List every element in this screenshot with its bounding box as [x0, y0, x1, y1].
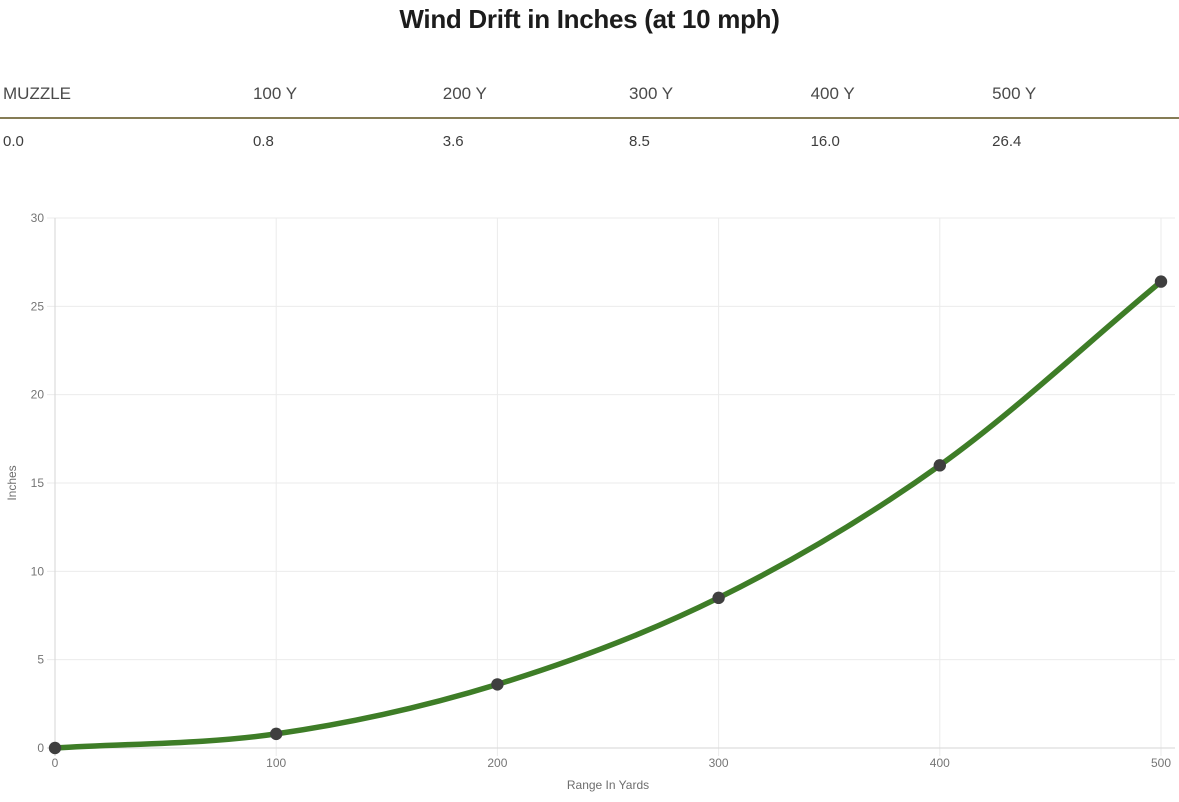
x-tick-label: 200: [487, 756, 507, 770]
table-value-row: 0.0 0.8 3.6 8.5 16.0 26.4: [0, 118, 1179, 150]
y-tick-label: 25: [31, 299, 45, 313]
drift-line-series: [52, 278, 1164, 751]
x-gridlines: [275, 218, 1162, 756]
value-cell-300y: 8.5: [629, 133, 650, 150]
data-point[interactable]: [1154, 275, 1168, 288]
x-tick-label: 300: [709, 756, 729, 770]
x-tick-label: 500: [1151, 756, 1171, 770]
data-point[interactable]: [48, 741, 62, 755]
data-points: [48, 275, 1168, 755]
axis-lines: [47, 218, 1175, 756]
y-tick-labels: 0 5 10 15 20 25 30: [31, 211, 45, 755]
y-tick-label: 30: [31, 211, 45, 225]
header-cell-400y: 400 Y: [807, 84, 990, 119]
value-cell-400y: 16.0: [810, 133, 840, 150]
x-tick-label: 100: [266, 756, 286, 770]
header-cell-muzzle: MUZZLE: [0, 84, 250, 119]
x-tick-labels: 0 100 200 300 400 500: [52, 756, 1172, 770]
header-cell-200y: 200 Y: [439, 84, 627, 119]
y-tick-label: 20: [31, 388, 45, 402]
y-tick-label: 10: [31, 564, 45, 578]
value-cell-500y: 26.4: [992, 133, 1022, 150]
x-tick-label: 0: [52, 756, 59, 770]
table-header-row: MUZZLE 100 Y 200 Y 300 Y 400 Y 500 Y: [0, 84, 1179, 119]
header-cell-100y: 100 Y: [249, 84, 440, 119]
header-cell-500y: 500 Y: [989, 84, 1179, 119]
data-point[interactable]: [712, 591, 725, 605]
y-tick-label: 15: [31, 476, 45, 490]
y-axis-title: Inches: [5, 465, 19, 500]
value-cell-100y: 0.8: [252, 133, 274, 150]
data-point[interactable]: [491, 678, 504, 691]
chart-svg: 0 5 10 15 20 25 30 0 100 200 300 400 500 Inches Ran…: [5, 211, 1175, 792]
x-axis-title: Range In Yards: [567, 778, 649, 792]
wind-drift-chart: 0 5 10 15 20 25 30 0 100 200 300 400 500 Inches Ran…: [0, 197, 1179, 797]
value-cell-200y: 3.6: [442, 133, 464, 150]
data-point[interactable]: [933, 459, 946, 472]
y-tick-label: 5: [37, 653, 44, 667]
drift-table: MUZZLE 100 Y 200 Y 300 Y 400 Y 500 Y 0.0…: [0, 84, 1179, 150]
header-cell-300y: 300 Y: [626, 84, 808, 119]
x-tick-label: 400: [930, 756, 950, 770]
page-title: Wind Drift in Inches (at 10 mph): [399, 4, 780, 34]
data-point[interactable]: [270, 727, 283, 741]
y-gridlines: [47, 217, 1175, 661]
y-tick-label: 0: [37, 741, 44, 755]
value-cell-muzzle: 0.0: [3, 133, 24, 150]
